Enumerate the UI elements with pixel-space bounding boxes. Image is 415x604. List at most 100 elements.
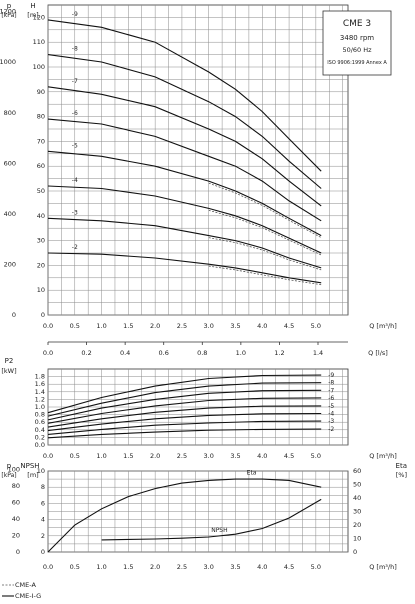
head-x-tick-label: 0.0 [43, 322, 53, 330]
head-curve--2 [47, 252, 322, 284]
head-y-tick-label: 30 [37, 237, 45, 245]
head-y-tick-label: 100 [33, 63, 45, 71]
power-curve--6 [47, 397, 322, 424]
power-y-label: P2 [5, 357, 14, 365]
head-curve--3 [47, 217, 322, 269]
power-x-tick-label: 5.0 [311, 452, 321, 460]
head-y-unit: [m] [27, 11, 38, 19]
head-y-tick-label: 60 [37, 162, 45, 170]
head-curve--6 [47, 118, 322, 222]
head-kpa-unit-bracket: [kPa] [1, 12, 16, 19]
npsh-x-tick-label: 0.0 [43, 563, 53, 571]
npsh-y-tick-label: 4 [41, 516, 45, 524]
head-x-tick-label: 1.5 [123, 322, 133, 330]
head-curve--9 [47, 19, 322, 172]
power-y-tick-label: 1.2 [35, 395, 45, 403]
npsh-x-tick-label: 3.5 [230, 563, 240, 571]
npsh-x-tick-label: 5.0 [311, 563, 321, 571]
head-x-tick-label: 5.0 [311, 322, 321, 330]
legend-label-cme-a: CME-A [15, 581, 36, 589]
info-box-title: CME 3 [343, 19, 371, 29]
head-y-tick-label: 110 [33, 38, 45, 46]
head-y-tick-label: 50 [37, 187, 45, 195]
power-y-tick-label: 1.0 [35, 403, 45, 411]
head-curve-label: -3 [72, 209, 78, 216]
head-kpa-tick-label: 600 [4, 159, 16, 167]
head-curve-dashed--3 [208, 237, 322, 271]
power-x-tick-label: 0.5 [70, 452, 80, 460]
head-kpa-tick-label: 800 [4, 109, 16, 117]
npsh-x-tick-label: 2.5 [177, 563, 187, 571]
npsh-x-tick-label: 3.0 [204, 563, 214, 571]
power-curve--3 [47, 420, 322, 435]
power-curve--5 [47, 405, 322, 428]
head-x-tick-label: 4.0 [257, 322, 267, 330]
head-curve--4 [47, 185, 322, 254]
npsh-kpa-unit: p [7, 462, 12, 470]
eta-curve-label: Eta [247, 469, 257, 476]
head-x2-tick-label: 1.0 [236, 349, 246, 357]
head-x2-tick-label: 0.2 [81, 349, 91, 357]
eta-tick-label: 50 [353, 481, 361, 489]
head-x-tick-label: 2.0 [150, 322, 160, 330]
info-box-standard: ISO 9906:1999 Annex A [327, 60, 387, 66]
head-x2-label: Q [l/s] [368, 349, 388, 357]
npsh-x-tick-label: 0.5 [70, 563, 80, 571]
head-curve--5 [47, 150, 322, 237]
head-curve-label: -9 [72, 11, 78, 18]
npsh-y-tick-label: 6 [41, 499, 45, 507]
power-curve-label: -7 [328, 387, 334, 394]
head-y-tick-label: 20 [37, 261, 45, 269]
head-kpa-tick-label: 1000 [0, 58, 16, 66]
npsh-x-tick-label: 1.5 [123, 563, 133, 571]
info-box [322, 10, 392, 76]
head-curve-label: -6 [72, 110, 78, 117]
power-y-tick-label: 0.2 [35, 433, 45, 441]
head-x-tick-label: 3.0 [204, 322, 214, 330]
power-curve--8 [47, 382, 322, 417]
power-x-tick-label: 2.0 [150, 452, 160, 460]
legend-label-cme-i-g: CME-I-G [15, 592, 41, 600]
eta-tick-label: 20 [353, 521, 361, 529]
head-curve--8 [47, 54, 322, 189]
power-x-tick-label: 3.0 [204, 452, 214, 460]
power-curve-label: -5 [328, 403, 334, 410]
head-kpa-tick-label: 200 [4, 260, 16, 268]
head-x2-tick-label: 1.4 [313, 349, 323, 357]
power-x-tick-label: 3.5 [230, 452, 240, 460]
power-curve-label: -4 [328, 410, 334, 417]
head-x-tick-label: 4.5 [284, 322, 294, 330]
head-y-tick-label: 40 [37, 212, 45, 220]
npsh-curve [101, 498, 322, 541]
head-x-tick-label: 2.5 [177, 322, 187, 330]
npsh-y-tick-label: 2 [41, 532, 45, 540]
npsh-y-tick-label: 0 [41, 548, 45, 556]
head-curve-label: -5 [72, 142, 78, 149]
head-curve-label: -4 [72, 177, 78, 184]
npsh-kpa-tick-label: 20 [12, 531, 20, 539]
eta-label: Eta [396, 462, 407, 470]
power-curve-label: -8 [328, 380, 334, 387]
head-x2-tick-label: 1.2 [274, 349, 284, 357]
head-y-tick-label: 90 [37, 88, 45, 96]
power-curve-label: -2 [328, 426, 334, 433]
npsh-curve-label: NPSH [211, 527, 227, 534]
power-x-label: Q [m³/h] [369, 452, 397, 460]
eta-tick-label: 60 [353, 467, 361, 475]
head-x-tick-label: 3.5 [230, 322, 240, 330]
head-x-label: Q [m³/h] [369, 322, 397, 330]
npsh-kpa-unit-bracket: [kPa] [1, 472, 16, 479]
npsh-x-tick-label: 2.0 [150, 563, 160, 571]
power-curve--7 [47, 389, 322, 421]
head-y-tick-label: 0 [41, 311, 45, 319]
eta-curve [47, 478, 322, 553]
power-curve--9 [47, 374, 322, 414]
power-x-tick-label: 4.0 [257, 452, 267, 460]
head-x2-tick-label: 0.0 [43, 349, 53, 357]
info-box-freq: 50/60 Hz [342, 46, 372, 54]
eta-tick-label: 10 [353, 535, 361, 543]
head-curve-dashed--5 [208, 182, 322, 238]
eta-tick-label: 30 [353, 508, 361, 516]
head-x2-tick-label: 0.8 [197, 349, 207, 357]
